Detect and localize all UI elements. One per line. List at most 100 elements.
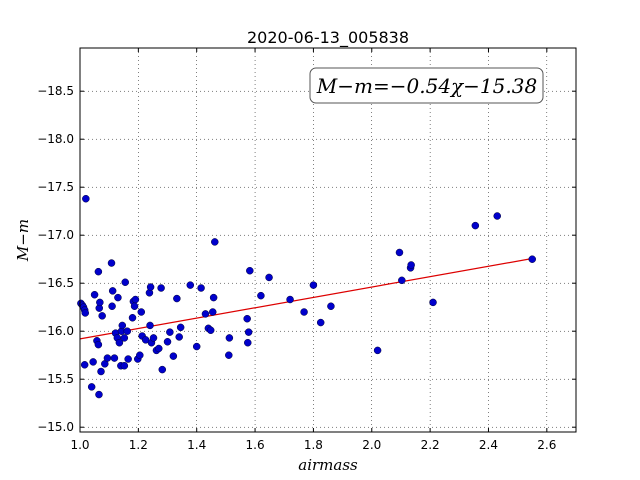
axis-ticks: 1.0 1.2 1.4 1.6 1.8 2.0 2.2 2.4 2.6 −15.0 −15.5 −16… (37, 48, 576, 452)
data-point (124, 355, 132, 363)
data-point (244, 328, 253, 336)
data-point (257, 291, 265, 300)
y-tick-label: −18.0 (37, 132, 74, 146)
x-tick-label: 2.4 (479, 438, 498, 452)
data-point (186, 281, 195, 289)
y-tick-label: −16.0 (37, 324, 74, 338)
data-point (131, 295, 140, 304)
data-point (286, 295, 294, 304)
data-point (123, 327, 132, 335)
data-point (80, 361, 89, 369)
chart-title: 2020-06-13_005838 (247, 28, 409, 48)
annotation-box (309, 67, 544, 104)
data-point (107, 259, 116, 267)
data-point (163, 338, 172, 346)
data-point (90, 290, 99, 299)
x-tick-label: 1.2 (129, 438, 148, 452)
y-tick-label: −17.5 (37, 180, 74, 194)
data-point (169, 352, 178, 360)
data-point (309, 281, 318, 289)
data-point (98, 312, 106, 320)
data-point (108, 302, 116, 310)
data-point (225, 351, 233, 359)
data-point (146, 283, 155, 291)
data-point (243, 314, 251, 323)
data-point (110, 354, 119, 362)
data-point (115, 338, 124, 347)
x-tick-label: 2.0 (362, 438, 381, 452)
data-point (136, 351, 144, 359)
plot-frame (79, 47, 577, 433)
data-point (89, 358, 97, 366)
y-tick-label: −15.0 (37, 420, 74, 434)
data-point (395, 248, 404, 257)
data-point (108, 287, 117, 295)
data-point (94, 340, 103, 349)
data-point (173, 294, 181, 303)
data-point (157, 284, 165, 292)
fit-equation-annotation: M−m=−0.54χ−15.38 (309, 67, 544, 104)
data-point (166, 328, 174, 336)
data-point (137, 308, 146, 316)
data-point (209, 308, 217, 316)
y-tick-label: −18.5 (37, 84, 74, 98)
data-point (225, 334, 234, 342)
data-point (114, 293, 122, 302)
data-point (95, 390, 103, 399)
data-point (118, 321, 127, 330)
data-point (528, 255, 536, 263)
data-point (94, 267, 103, 276)
x-tick-label: 1.6 (246, 438, 265, 452)
x-axis-label: airmass (298, 456, 358, 474)
data-point (206, 326, 215, 334)
x-tick-label: 1.4 (187, 438, 206, 452)
fit-line (79, 257, 533, 340)
data-point (373, 346, 382, 355)
x-tick-label: 2.2 (421, 438, 440, 452)
data-point (300, 308, 308, 316)
data-point (155, 344, 163, 353)
data-point (121, 278, 129, 286)
data-point (246, 266, 254, 275)
data-point (96, 298, 104, 307)
y-tick-label: −17.0 (37, 228, 74, 242)
data-point (211, 238, 219, 246)
data-point (265, 273, 273, 282)
data-point (192, 342, 201, 351)
y-axis-label: M−m (14, 219, 32, 262)
data-point (130, 302, 139, 310)
data-point (493, 212, 501, 220)
fit-equation-text: M−m=−0.54χ−15.38 (316, 74, 537, 98)
data-point (209, 293, 218, 302)
y-tick-label: −15.5 (37, 372, 74, 386)
data-point (471, 221, 480, 230)
data-point (82, 194, 90, 203)
data-point (398, 276, 406, 285)
fit-line-layer (79, 257, 533, 340)
data-point (175, 333, 183, 341)
data-point (158, 365, 167, 374)
data-point (120, 362, 129, 370)
data-point (176, 323, 185, 332)
x-tick-label: 2.6 (537, 438, 556, 452)
data-point (103, 354, 112, 362)
data-points (77, 194, 536, 399)
data-point (87, 383, 96, 391)
data-point (97, 367, 105, 376)
data-point (81, 309, 90, 317)
y-tick-label: −16.5 (37, 276, 74, 290)
data-point (197, 284, 205, 292)
data-point (201, 310, 210, 318)
x-tick-label: 1.8 (304, 438, 323, 452)
x-tick-label: 1.0 (70, 438, 89, 452)
data-point (316, 318, 325, 327)
data-point (407, 261, 415, 269)
data-point (149, 334, 158, 342)
data-point (146, 321, 154, 330)
data-point (120, 334, 129, 342)
data-point (244, 338, 252, 347)
data-point (429, 298, 437, 307)
data-point (327, 302, 335, 310)
data-point (128, 314, 137, 322)
